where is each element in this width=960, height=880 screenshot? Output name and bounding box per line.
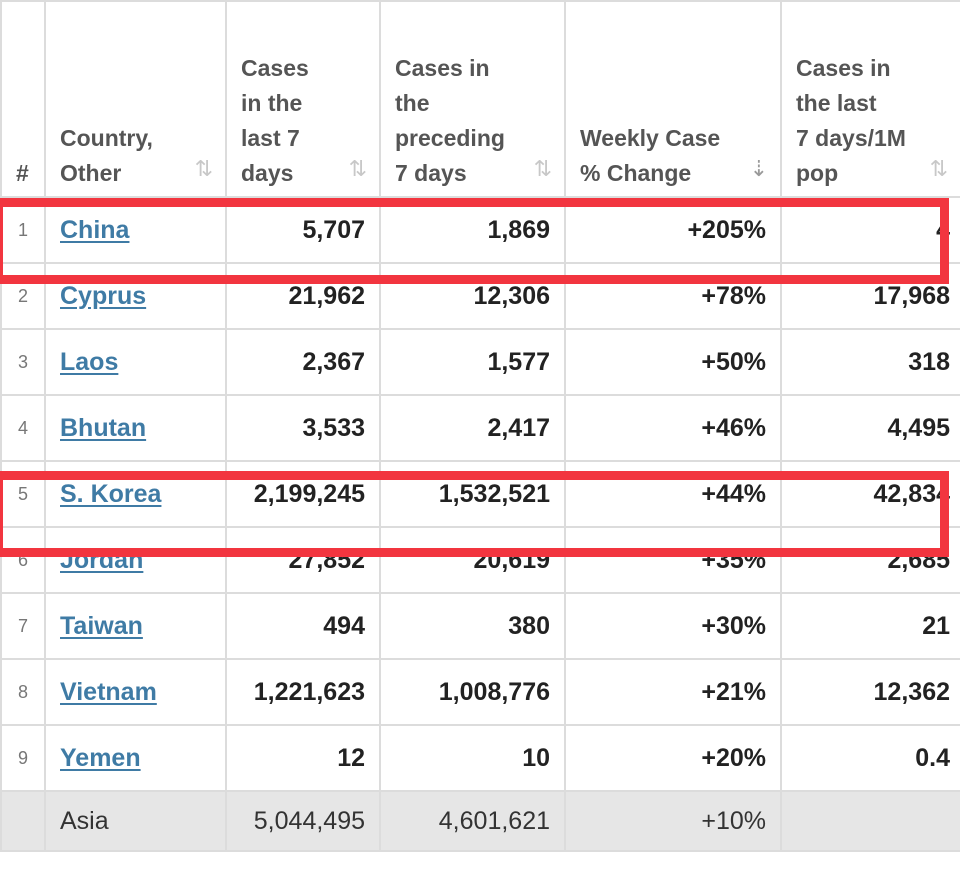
- row-index: 3: [0, 328, 46, 396]
- table-row: 4 Bhutan 3,533 2,417 +46% 4,495: [0, 394, 960, 462]
- header-country[interactable]: Country, Other ⇅: [44, 0, 227, 198]
- cases-7-days-cell: 21,962: [225, 262, 381, 330]
- cases-per-million-cell: 12,362: [780, 658, 960, 726]
- country-link[interactable]: S. Korea: [60, 479, 162, 508]
- cases-preceding-cell: 1,869: [379, 196, 566, 264]
- row-index: 5: [0, 460, 46, 528]
- country-link[interactable]: Jordan: [60, 545, 144, 574]
- country-link[interactable]: Bhutan: [60, 413, 147, 442]
- header-cases-last-7-days[interactable]: Cases in the last 7 days ⇅: [225, 0, 381, 198]
- weekly-change-cell: +205%: [564, 196, 782, 264]
- cases-7-days-cell: 1,221,623: [225, 658, 381, 726]
- header-weekly-change[interactable]: Weekly Case % Change ⇣: [564, 0, 782, 198]
- header-cases-per-million[interactable]: Cases in the last 7 days/1M pop ⇅: [780, 0, 960, 198]
- weekly-change-cell: +35%: [564, 526, 782, 594]
- cases-preceding-cell: 380: [379, 592, 566, 660]
- country-cell: Cyprus: [44, 262, 227, 330]
- country-cell: S. Korea: [44, 460, 227, 528]
- country-link[interactable]: Cyprus: [60, 281, 147, 310]
- cases-7-days-cell: 2,367: [225, 328, 381, 396]
- table-row: 7 Taiwan 494 380 +30% 21: [0, 592, 960, 660]
- total-weekly-change: +10%: [564, 790, 782, 852]
- sort-both-icon[interactable]: ⇅: [348, 156, 367, 181]
- row-index: 8: [0, 658, 46, 726]
- country-link[interactable]: Laos: [60, 347, 119, 376]
- weekly-change-cell: +20%: [564, 724, 782, 792]
- cases-7-days-cell: 12: [225, 724, 381, 792]
- cases-7-days-cell: 5,707: [225, 196, 381, 264]
- header-cases-preceding-7-days[interactable]: Cases in the preceding 7 days ⇅: [379, 0, 566, 198]
- header-permillion-label: Cases in the last 7 days/1M pop: [796, 55, 906, 186]
- weekly-change-cell: +21%: [564, 658, 782, 726]
- header-index-label: #: [16, 160, 29, 186]
- country-link[interactable]: Vietnam: [60, 677, 157, 706]
- weekly-change-cell: +50%: [564, 328, 782, 396]
- cases-7-days-cell: 27,852: [225, 526, 381, 594]
- table-row: 1 China 5,707 1,869 +205% 4: [0, 196, 960, 264]
- table-row: 2 Cyprus 21,962 12,306 +78% 17,968: [0, 262, 960, 330]
- header-casesprev-label: Cases in the preceding 7 days: [395, 55, 505, 186]
- sort-both-icon[interactable]: ⇅: [929, 156, 948, 181]
- cases-preceding-cell: 20,619: [379, 526, 566, 594]
- row-index: 4: [0, 394, 46, 462]
- country-cell: Vietnam: [44, 658, 227, 726]
- total-region: Asia: [44, 790, 227, 852]
- cases-7-days-cell: 494: [225, 592, 381, 660]
- covid-cases-table: # Country, Other ⇅ Cases in the last 7 d…: [0, 0, 960, 852]
- country-cell: Jordan: [44, 526, 227, 594]
- country-cell: Taiwan: [44, 592, 227, 660]
- total-cases-7-days: 5,044,495: [225, 790, 381, 852]
- table-row: 9 Yemen 12 10 +20% 0.4: [0, 724, 960, 792]
- header-cases7-label: Cases in the last 7 days: [241, 55, 309, 186]
- table-row: 5 S. Korea 2,199,245 1,532,521 +44% 42,8…: [0, 460, 960, 528]
- weekly-change-cell: +46%: [564, 394, 782, 462]
- header-index: #: [0, 0, 46, 198]
- cases-per-million-cell: 0.4: [780, 724, 960, 792]
- cases-per-million-cell: 318: [780, 328, 960, 396]
- weekly-change-cell: +78%: [564, 262, 782, 330]
- total-index: [0, 790, 46, 852]
- cases-preceding-cell: 2,417: [379, 394, 566, 462]
- country-cell: Laos: [44, 328, 227, 396]
- country-link[interactable]: Yemen: [60, 743, 141, 772]
- country-link[interactable]: China: [60, 215, 130, 244]
- header-change-label: Weekly Case % Change: [580, 125, 721, 186]
- cases-preceding-cell: 1,577: [379, 328, 566, 396]
- cases-per-million-cell: 42,834: [780, 460, 960, 528]
- cases-preceding-cell: 12,306: [379, 262, 566, 330]
- total-row: Asia 5,044,495 4,601,621 +10%: [0, 790, 960, 852]
- table-row: 6 Jordan 27,852 20,619 +35% 2,685: [0, 526, 960, 594]
- cases-preceding-cell: 1,532,521: [379, 460, 566, 528]
- sort-desc-icon[interactable]: ⇣: [749, 156, 768, 181]
- total-cases-per-million: [780, 790, 960, 852]
- cases-preceding-cell: 10: [379, 724, 566, 792]
- row-index: 7: [0, 592, 46, 660]
- cases-per-million-cell: 17,968: [780, 262, 960, 330]
- sort-both-icon[interactable]: ⇅: [533, 156, 552, 181]
- header-row: # Country, Other ⇅ Cases in the last 7 d…: [0, 0, 960, 198]
- row-index: 1: [0, 196, 46, 264]
- cases-7-days-cell: 3,533: [225, 394, 381, 462]
- cases-per-million-cell: 4: [780, 196, 960, 264]
- weekly-change-cell: +44%: [564, 460, 782, 528]
- cases-per-million-cell: 21: [780, 592, 960, 660]
- country-cell: China: [44, 196, 227, 264]
- total-cases-preceding: 4,601,621: [379, 790, 566, 852]
- row-index: 6: [0, 526, 46, 594]
- cases-per-million-cell: 4,495: [780, 394, 960, 462]
- country-cell: Yemen: [44, 724, 227, 792]
- header-country-label: Country, Other: [60, 125, 153, 186]
- weekly-change-cell: +30%: [564, 592, 782, 660]
- sort-both-icon[interactable]: ⇅: [194, 156, 213, 181]
- country-cell: Bhutan: [44, 394, 227, 462]
- country-link[interactable]: Taiwan: [60, 611, 143, 640]
- cases-per-million-cell: 2,685: [780, 526, 960, 594]
- table-row: 3 Laos 2,367 1,577 +50% 318: [0, 328, 960, 396]
- row-index: 2: [0, 262, 46, 330]
- cases-7-days-cell: 2,199,245: [225, 460, 381, 528]
- table-row: 8 Vietnam 1,221,623 1,008,776 +21% 12,36…: [0, 658, 960, 726]
- row-index: 9: [0, 724, 46, 792]
- cases-preceding-cell: 1,008,776: [379, 658, 566, 726]
